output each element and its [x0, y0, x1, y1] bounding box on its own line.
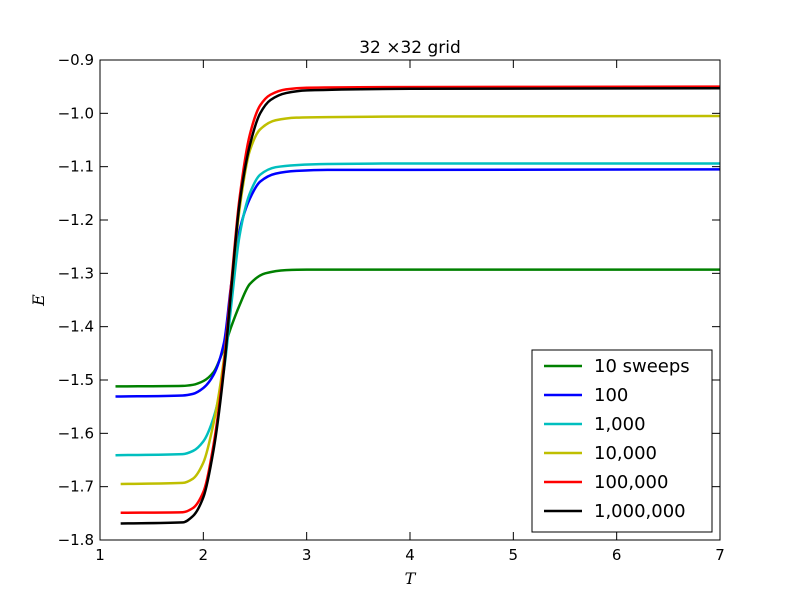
x-tick-label: 6 [612, 546, 622, 564]
y-tick-label: −1.1 [58, 158, 94, 176]
series-layer [115, 85, 720, 525]
x-tick-label: 4 [405, 546, 415, 564]
y-tick-label: −1.5 [58, 371, 94, 389]
y-tick-label: −1.4 [58, 318, 94, 336]
x-tick-label: 7 [715, 546, 725, 564]
series-line-4 [120, 85, 720, 515]
x-tick-label: 2 [199, 546, 209, 564]
series-line-2 [115, 162, 720, 457]
legend-label: 1,000 [594, 414, 646, 435]
y-tick-label: −1.8 [58, 531, 94, 549]
legend-label: 10 sweeps [594, 356, 690, 377]
x-tick-label: 3 [302, 546, 312, 564]
y-axis-title: E [29, 294, 48, 307]
legend: 10 sweeps 100 1,000 10,000 100,000 1,000,000 [531, 349, 713, 533]
ticks-layer: 1 2 3 4 5 6 7 −1.8 −1.7 −1.6 −1.5 −1.4 −1.3 −1.2 −1.1 −… [58, 51, 725, 564]
legend-box [531, 349, 713, 533]
x-tick-label: 1 [95, 546, 105, 564]
legend-label: 1,000,000 [594, 501, 686, 522]
x-axis-title: T [405, 569, 417, 588]
legend-label: 10,000 [594, 443, 657, 464]
y-tick-label: −0.9 [58, 51, 94, 69]
y-tick-label: −1.7 [58, 478, 94, 496]
series-line-5 [120, 87, 720, 525]
series-line-0 [115, 268, 720, 388]
y-tick-label: −1.6 [58, 424, 94, 442]
y-tick-label: −1.0 [58, 104, 94, 122]
chart-title: 32 ×32 grid [359, 38, 461, 58]
x-tick-label: 5 [509, 546, 519, 564]
y-tick-label: −1.3 [58, 264, 94, 282]
y-tick-label: −1.2 [58, 211, 94, 229]
legend-label: 100 [594, 385, 628, 406]
legend-label: 100,000 [594, 472, 668, 493]
